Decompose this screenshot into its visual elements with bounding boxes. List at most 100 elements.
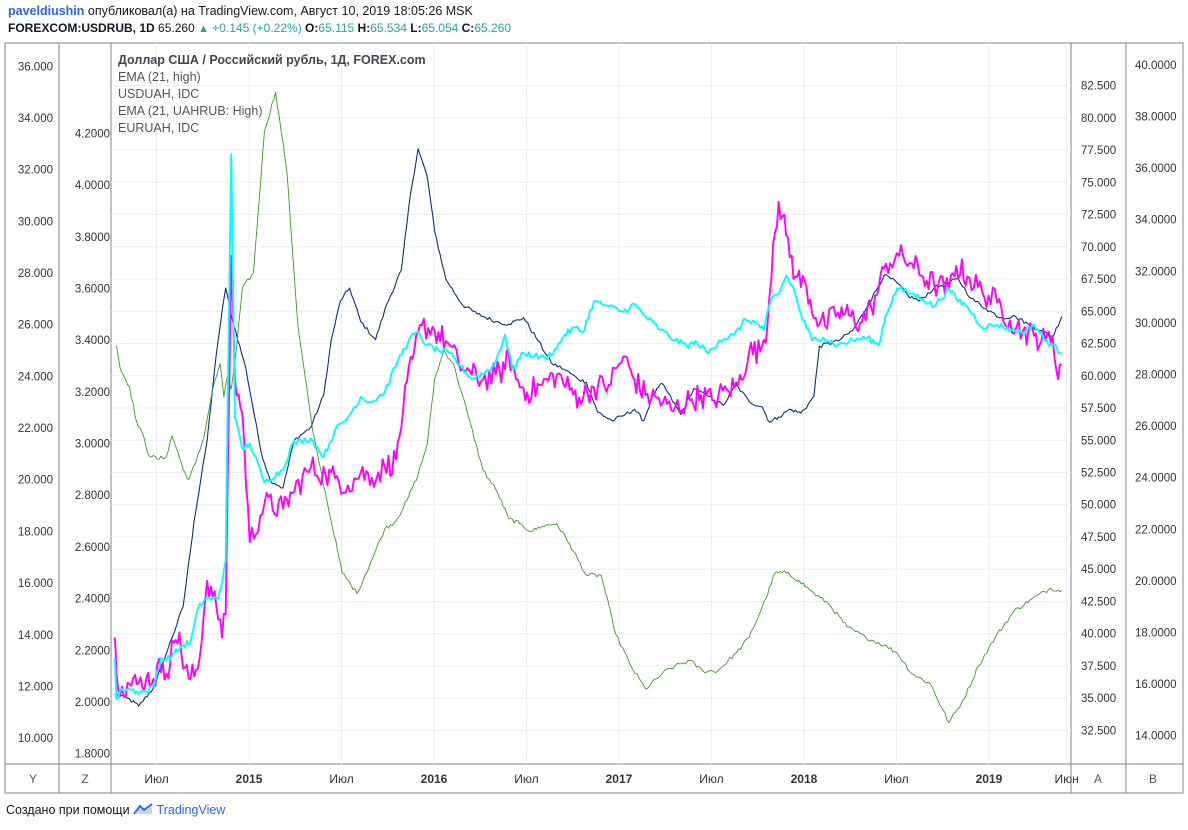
inner_right-tick-label: 77.500 bbox=[1081, 145, 1116, 157]
outer_right-tick-label: 20.0000 bbox=[1135, 576, 1177, 588]
inner_right-tick-label: 57.500 bbox=[1081, 403, 1116, 415]
x-tick-label: Июл bbox=[144, 772, 168, 786]
footer-prefix: Создано при помощи bbox=[6, 803, 130, 817]
inner_left-tick-label: 2.8000 bbox=[75, 490, 110, 502]
inner_right-tick-label: 32.500 bbox=[1081, 725, 1116, 737]
axis-a-button[interactable]: A bbox=[1093, 772, 1102, 786]
close-label: C: bbox=[461, 21, 475, 35]
inner_right-tick-label: 40.000 bbox=[1081, 629, 1116, 641]
axis-y-button[interactable]: Y bbox=[28, 772, 37, 786]
axis-z-button[interactable]: Z bbox=[81, 772, 89, 786]
inner_left-tick-label: 3.4000 bbox=[75, 335, 110, 347]
low-label: L: bbox=[410, 21, 422, 35]
x-tick-label: Июл bbox=[514, 772, 538, 786]
last-price: 65.260 bbox=[158, 21, 195, 35]
outer_left-tick-label: 36.000 bbox=[18, 61, 53, 73]
outer_right-tick-label: 22.0000 bbox=[1135, 524, 1177, 536]
axis-b-button[interactable]: B bbox=[1148, 772, 1157, 786]
x-tick-label: Июл bbox=[329, 772, 353, 786]
inner_left-tick-label: 1.8000 bbox=[75, 749, 110, 761]
outer_left-tick-label: 16.000 bbox=[18, 578, 53, 590]
inner_left-tick-label: 3.0000 bbox=[75, 439, 110, 451]
tradingview-logo-icon bbox=[133, 803, 153, 815]
x-tick-label: Июл bbox=[699, 772, 723, 786]
inner_right-tick-label: 67.500 bbox=[1081, 274, 1116, 286]
high-label: H: bbox=[357, 21, 371, 35]
inner_right-tick-label: 45.000 bbox=[1081, 564, 1116, 576]
inner_left-tick-label: 3.6000 bbox=[75, 284, 110, 296]
inner_left-tick-label: 2.0000 bbox=[75, 697, 110, 709]
legend-title: Доллар США / Российский рубль, 1Д, FOREX… bbox=[118, 53, 426, 67]
open-value: 65.115 bbox=[318, 21, 355, 35]
outer_right-tick-label: 40.0000 bbox=[1135, 60, 1177, 72]
x-tick-label: 2018 bbox=[791, 772, 818, 786]
legend-item-ema-uahrub: EMA (21, UAHRUB: High) bbox=[118, 104, 263, 118]
published-text: опубликовал(а) на TradingView.com, Авгус… bbox=[87, 4, 473, 18]
low-value: 65.054 bbox=[421, 21, 459, 35]
inner_right-tick-label: 37.500 bbox=[1081, 661, 1116, 673]
symbol-info: FOREXCOM:USDRUB, 1D 65.260 ▲ +0.145 (+0.… bbox=[8, 21, 511, 35]
inner_right-tick-label: 60.000 bbox=[1081, 371, 1116, 383]
outer_right-tick-label: 34.0000 bbox=[1135, 215, 1177, 227]
author-link[interactable]: paveldiushin bbox=[8, 4, 85, 18]
inner_right-tick-label: 70.000 bbox=[1081, 242, 1116, 254]
tradingview-link[interactable]: TradingView bbox=[156, 803, 226, 817]
x-tick-label: 2016 bbox=[421, 772, 448, 786]
outer_left-tick-label: 18.000 bbox=[18, 526, 53, 538]
series-line-euruah bbox=[113, 153, 1063, 701]
inner_right-tick-label: 35.000 bbox=[1081, 693, 1116, 705]
outer_left-tick-label: 28.000 bbox=[18, 268, 53, 280]
outer_right-tick-label: 36.0000 bbox=[1135, 163, 1177, 175]
x-tick-label: Июн bbox=[1054, 772, 1078, 786]
inner_right-tick-label: 42.500 bbox=[1081, 596, 1116, 608]
x-tick-label: Июл bbox=[884, 772, 908, 786]
plot-frame bbox=[110, 42, 1072, 765]
up-arrow-icon: ▲ bbox=[198, 23, 209, 35]
footer: Создано при помощи TradingView bbox=[6, 803, 225, 817]
inner_left-tick-label: 4.0000 bbox=[75, 180, 110, 192]
legend-item-ema-usdrub: EMA (21, high) bbox=[118, 70, 201, 84]
outer_left-tick-label: 24.000 bbox=[18, 371, 53, 383]
inner_left-tick-label: 2.6000 bbox=[75, 542, 110, 554]
outer_left-tick-label: 10.000 bbox=[18, 733, 53, 745]
close-value: 65.260 bbox=[474, 21, 512, 35]
inner_right-tick-label: 52.500 bbox=[1081, 468, 1116, 480]
inner_right-tick-label: 82.500 bbox=[1081, 81, 1116, 93]
inner_right-tick-label: 62.500 bbox=[1081, 339, 1116, 351]
outer_left-tick-label: 20.000 bbox=[18, 475, 53, 487]
series-line-uahrub-ema bbox=[116, 91, 1062, 724]
outer_left-tick-label: 22.000 bbox=[18, 423, 53, 435]
outer_left-tick-label: 12.000 bbox=[18, 681, 53, 693]
chart-legend: Доллар США / Российский рубль, 1Д, FOREX… bbox=[118, 52, 426, 137]
x-tick-label: 2017 bbox=[606, 772, 633, 786]
inner_left-tick-label: 2.4000 bbox=[75, 594, 110, 606]
x-tick-label: 2019 bbox=[976, 772, 1003, 786]
inner_left-tick-label: 3.2000 bbox=[75, 387, 110, 399]
series-line-usduah bbox=[113, 200, 1063, 699]
publish-info: paveldiushin опубликовал(а) на TradingVi… bbox=[8, 4, 473, 18]
outer_right-tick-label: 16.0000 bbox=[1135, 679, 1177, 691]
price-change: +0.145 (+0.22%) bbox=[212, 21, 302, 35]
inner_right-tick-label: 75.000 bbox=[1081, 177, 1116, 189]
x-tick-label: 2015 bbox=[236, 772, 263, 786]
outer_right-tick-label: 38.0000 bbox=[1135, 112, 1177, 124]
inner_left-tick-label: 2.2000 bbox=[75, 645, 110, 657]
high-value: 65.534 bbox=[370, 21, 407, 35]
outer_right-tick-label: 18.0000 bbox=[1135, 627, 1177, 639]
outer_right-tick-label: 24.0000 bbox=[1135, 473, 1177, 485]
outer_right-tick-label: 32.0000 bbox=[1135, 266, 1177, 278]
outer_left-tick-label: 30.000 bbox=[18, 216, 53, 228]
inner_left-tick-label: 3.8000 bbox=[75, 232, 110, 244]
inner_right-tick-label: 65.000 bbox=[1081, 306, 1116, 318]
open-label: O: bbox=[305, 21, 319, 35]
inner_right-tick-label: 80.000 bbox=[1081, 113, 1116, 125]
outer_right-tick-label: 26.0000 bbox=[1135, 421, 1177, 433]
price-chart[interactable]: 10.000 12.000 14.000 16.000 18.000 20.000 22.0… bbox=[0, 0, 1188, 800]
outer_right-tick-label: 14.0000 bbox=[1135, 731, 1177, 743]
outer-frame bbox=[4, 42, 1184, 794]
inner_right-tick-label: 55.000 bbox=[1081, 435, 1116, 447]
outer_right-tick-label: 30.0000 bbox=[1135, 318, 1177, 330]
inner_right-tick-label: 50.000 bbox=[1081, 500, 1116, 512]
outer_left-tick-label: 32.000 bbox=[18, 165, 53, 177]
inner_left-tick-label: 4.2000 bbox=[75, 128, 110, 140]
